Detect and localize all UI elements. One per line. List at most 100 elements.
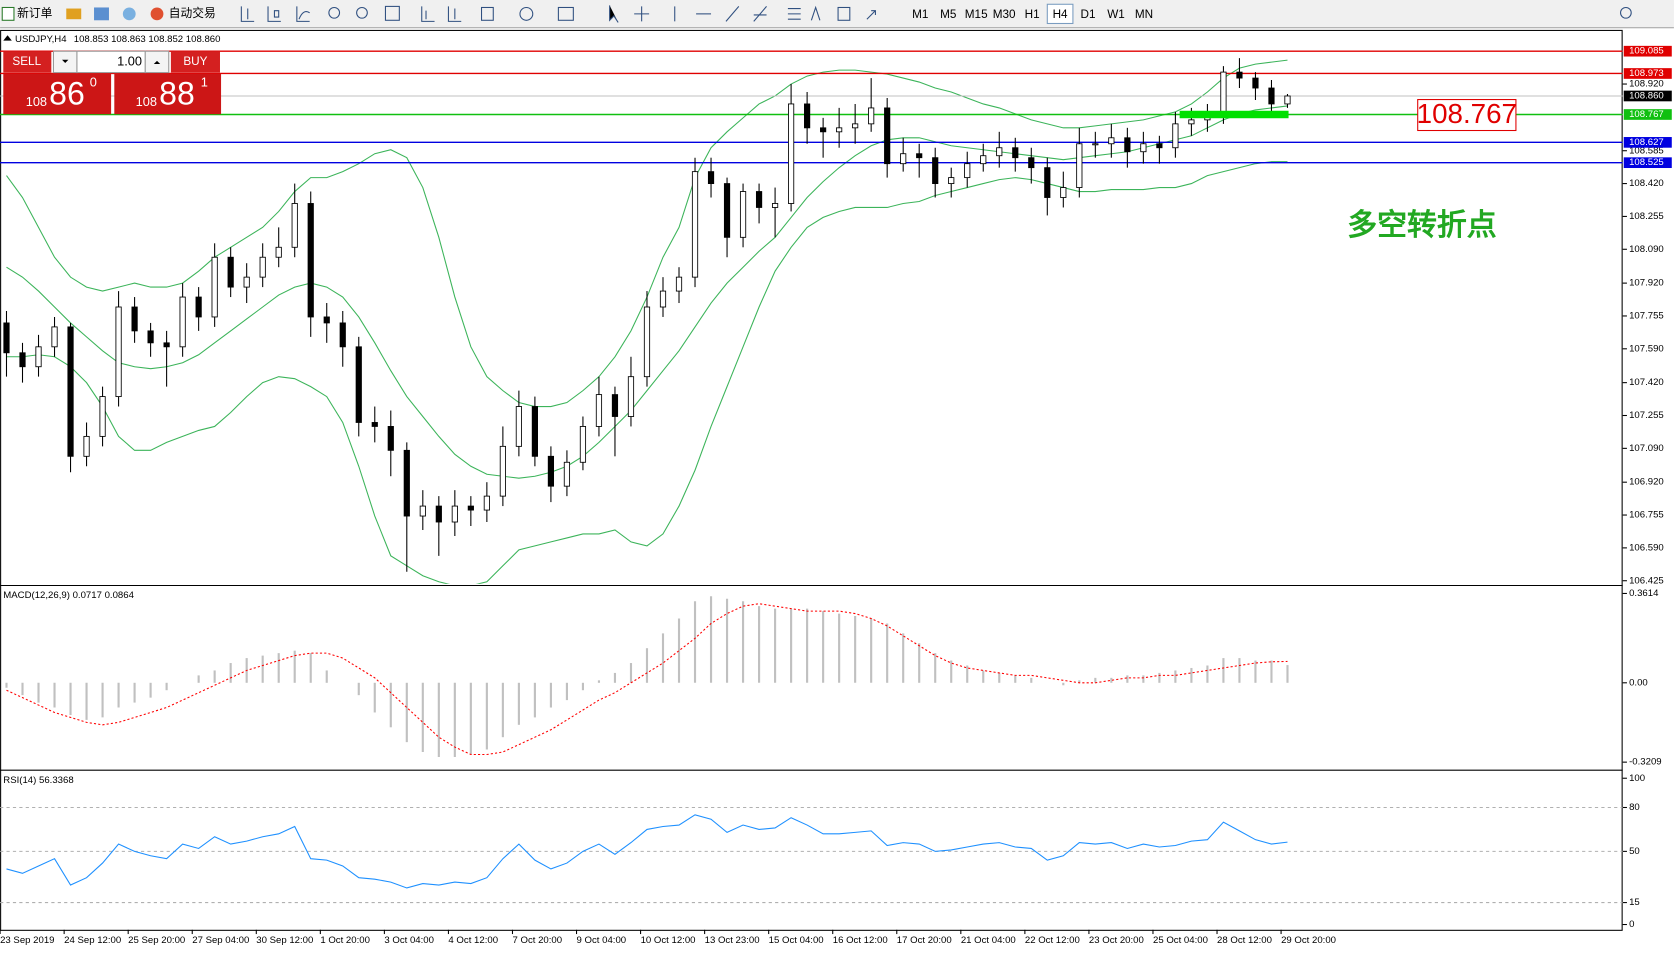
candle-body (371, 422, 378, 427)
x-tick-label: 22 Oct 12:00 (1025, 935, 1080, 946)
bollinger-lower (6, 161, 1288, 584)
icon[interactable] (753, 6, 767, 22)
candle-body (900, 153, 907, 165)
sell-label[interactable]: SELL (12, 55, 41, 68)
timeframes: M1 M5 M15 M30 H1 H4 D1 W1 MN (912, 3, 1153, 25)
icon[interactable] (267, 6, 281, 22)
bid-main[interactable]: 86 (49, 76, 85, 112)
icon[interactable] (519, 6, 534, 21)
new-order-button[interactable]: 新订单 (17, 6, 52, 20)
x-tick-label: 24 Sep 12:00 (64, 935, 121, 946)
annotation-price: 108.767 (1417, 98, 1517, 129)
auto-trading-icon[interactable] (150, 7, 164, 21)
candle-body (1156, 143, 1163, 149)
ask-box[interactable] (114, 73, 222, 115)
candle-body (1012, 147, 1019, 159)
rsi-title: RSI(14) 56.3368 (3, 775, 73, 786)
timeframe-button[interactable]: M5 (940, 8, 957, 21)
candle-body (916, 153, 923, 159)
timeframe-button[interactable]: M30 (993, 8, 1016, 21)
x-tick-label: 7 Oct 20:00 (512, 935, 562, 946)
icon[interactable] (328, 6, 341, 19)
icon[interactable] (480, 6, 494, 21)
icon[interactable] (634, 6, 650, 22)
annotation-box (1417, 99, 1517, 132)
bid-pip[interactable]: 0 (90, 75, 97, 90)
price-panel: 108.767 多空转折点 (0, 50, 1623, 584)
candle-body (739, 191, 747, 238)
ask-big[interactable]: 108 (136, 94, 157, 109)
highlight-bar (1179, 110, 1289, 119)
new-order-icon[interactable] (1, 6, 15, 21)
x-tick-label: 21 Oct 04:00 (961, 935, 1016, 946)
level-tag (1623, 45, 1672, 57)
icon[interactable] (240, 6, 255, 22)
buy-label[interactable]: BUY (183, 55, 207, 68)
collapse-arrow[interactable] (3, 35, 12, 41)
icon[interactable] (296, 6, 310, 22)
auto-trading-button[interactable]: 自动交易 (169, 6, 216, 20)
tool-icons (240, 5, 1632, 23)
timeframe-button[interactable]: M1 (912, 8, 928, 21)
icon[interactable] (866, 10, 876, 20)
candle-body (1172, 123, 1179, 149)
x-tick-label: 30 Sep 12:00 (256, 935, 313, 946)
icon[interactable] (787, 8, 801, 20)
trade-panel: SELL 1.00 BUY 108 86 0 108 88 1 (3, 50, 222, 115)
icon[interactable] (810, 5, 821, 21)
icon[interactable] (557, 6, 574, 21)
candle-body (1268, 87, 1275, 105)
toolbar: 新订单 自动交易 (0, 0, 1674, 29)
level-tag (1623, 68, 1672, 79)
toolbar-bg (0, 0, 1674, 28)
y-tick-label: 106.920 (1629, 477, 1664, 488)
candle-body (755, 191, 763, 208)
candle-body (884, 107, 891, 165)
candle-body (403, 449, 410, 517)
volume-value[interactable]: 1.00 (117, 53, 142, 68)
x-tick-label: 28 Oct 12:00 (1217, 935, 1272, 946)
bid-box[interactable] (3, 73, 112, 115)
icon[interactable] (94, 7, 109, 21)
candle-body (355, 346, 362, 423)
timeframe-button[interactable]: M15 (965, 8, 988, 21)
y-tick-label: 0.00 (1629, 677, 1648, 688)
icon[interactable] (837, 6, 851, 21)
timeframe-button[interactable]: W1 (1107, 8, 1125, 21)
icon[interactable] (725, 6, 740, 22)
icon[interactable] (384, 5, 400, 21)
y-tick-label: 107.255 (1629, 410, 1664, 421)
bid-big[interactable]: 108 (26, 94, 47, 109)
icon[interactable] (122, 7, 136, 21)
level-tag (1623, 157, 1672, 169)
sell-button[interactable] (3, 51, 52, 73)
candle-body (51, 326, 58, 348)
timeframe-button[interactable]: H4 (1053, 8, 1068, 21)
ask-pip[interactable]: 1 (201, 75, 208, 90)
buy-button[interactable] (170, 51, 220, 73)
cursor-icon[interactable] (609, 5, 619, 23)
icon[interactable] (356, 6, 368, 19)
timeframe-button[interactable]: MN (1135, 8, 1153, 21)
candle-body (243, 276, 250, 288)
timeframe-button[interactable]: H1 (1025, 8, 1040, 21)
y-tick-label: 107.090 (1629, 443, 1664, 454)
icon[interactable] (447, 6, 462, 22)
x-tick-label: 9 Oct 04:00 (577, 935, 627, 946)
arrow (153, 60, 161, 65)
candle-body (996, 147, 1003, 157)
candle-body (307, 203, 314, 318)
candle-body (179, 296, 186, 348)
search-icon[interactable] (1620, 6, 1632, 19)
y-tick-label: 106.755 (1629, 510, 1664, 521)
icon[interactable] (66, 8, 82, 20)
ask-main[interactable]: 88 (159, 76, 195, 112)
x-tick-label: 13 Oct 23:00 (705, 935, 760, 946)
level-label: 108.525 (1629, 157, 1664, 168)
y-tick-label: 108.420 (1629, 178, 1664, 189)
x-tick-label: 15 Oct 04:00 (769, 935, 824, 946)
timeframe-button[interactable]: D1 (1081, 8, 1096, 21)
candle-body (291, 203, 298, 248)
icon[interactable] (421, 6, 435, 22)
